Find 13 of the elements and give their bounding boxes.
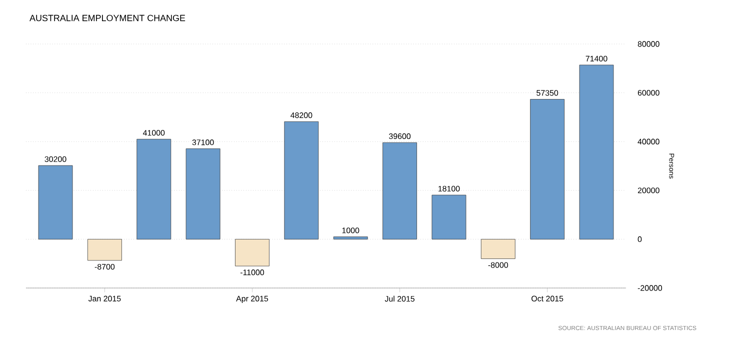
- bar: [186, 148, 220, 240]
- bar: [235, 239, 270, 266]
- bar: [136, 138, 172, 240]
- bar: [432, 194, 466, 240]
- bar: [333, 236, 368, 240]
- bar: [38, 165, 73, 240]
- bar: [480, 239, 516, 259]
- bar: [382, 142, 417, 240]
- chart-title: AUSTRALIA EMPLOYMENT CHANGE: [30, 14, 186, 22]
- bar: [579, 64, 614, 240]
- bar: [530, 99, 565, 240]
- bar: [87, 239, 122, 261]
- bar: [284, 121, 319, 240]
